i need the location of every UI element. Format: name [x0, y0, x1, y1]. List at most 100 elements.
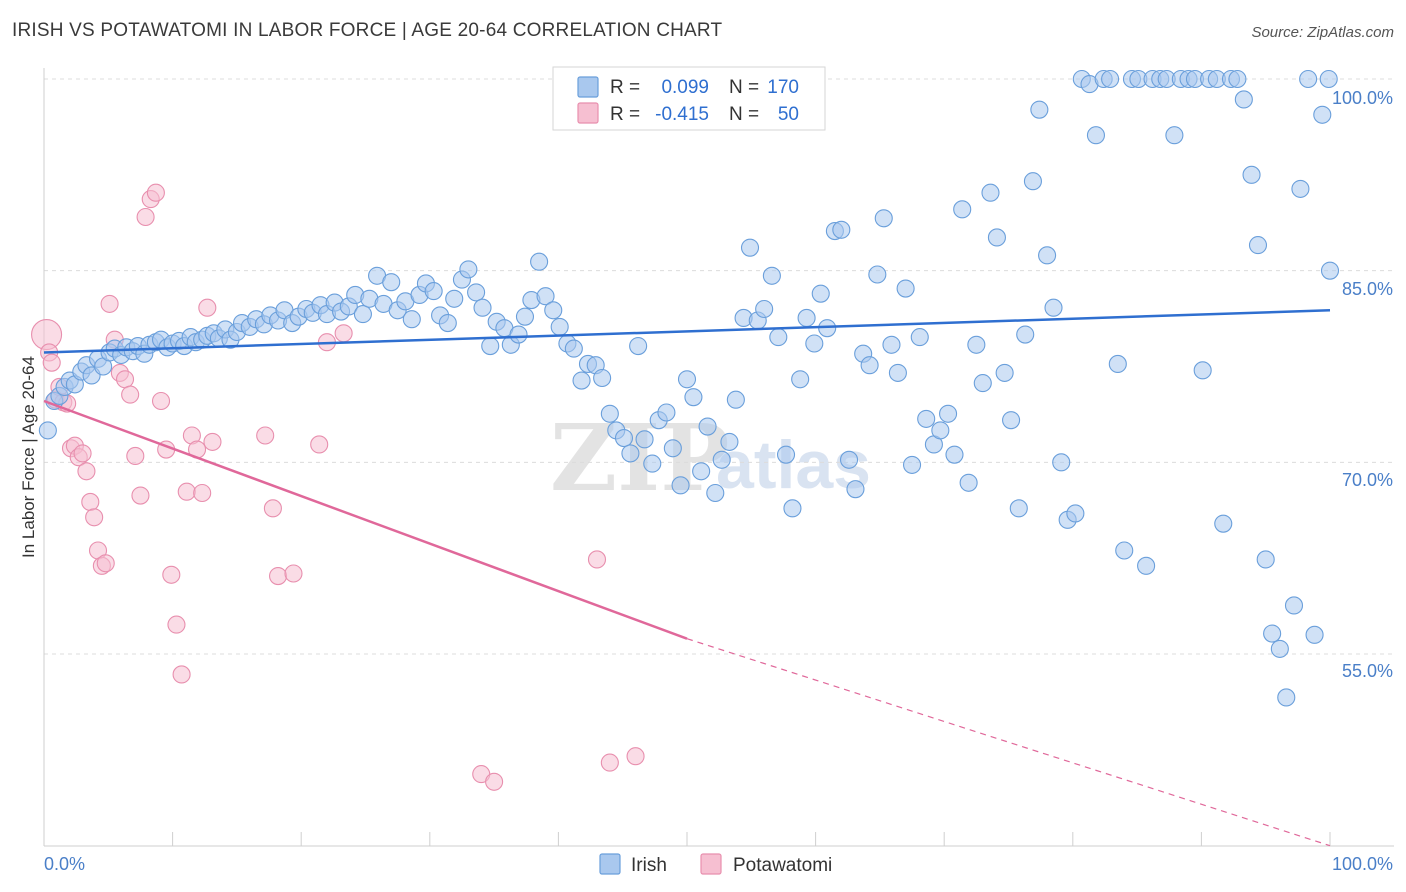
irish-point — [769, 328, 788, 347]
irish-point — [677, 370, 697, 389]
legend-n-label-irish: N = — [729, 77, 759, 98]
irish-point — [1009, 499, 1028, 518]
irish-point — [382, 273, 401, 292]
trend-lines — [43, 309, 1331, 847]
irish-point — [846, 480, 865, 499]
irish-point — [740, 238, 760, 257]
irish-point — [1228, 69, 1247, 89]
irish-point — [536, 287, 555, 306]
irish-point — [643, 454, 662, 473]
irish-point — [995, 363, 1014, 382]
irish-point — [776, 445, 796, 464]
irish-point — [1023, 172, 1042, 191]
irish-point — [811, 284, 830, 303]
irish-point — [959, 473, 978, 492]
irish-point — [755, 299, 774, 319]
potawatomi-trend-extension — [686, 638, 1331, 847]
irish-point — [791, 370, 810, 389]
potawatomi-point — [256, 426, 275, 445]
irish-trend-line — [43, 309, 1331, 354]
irish-point — [593, 368, 612, 388]
irish-point — [684, 388, 703, 407]
potawatomi-point — [136, 207, 155, 227]
potawatomi-point — [126, 446, 145, 465]
irish-point — [1038, 246, 1057, 265]
irish-point — [1108, 354, 1127, 373]
potawatomi-point — [167, 615, 186, 634]
irish-point — [902, 455, 922, 474]
irish-point — [515, 307, 535, 326]
potawatomi-point — [177, 482, 196, 501]
y-tick-label-55: 55.0% — [1342, 661, 1393, 681]
irish-point — [1305, 625, 1324, 644]
irish-point — [882, 335, 901, 354]
irish-point — [860, 356, 879, 375]
legend-r-value-irish: 0.099 — [661, 77, 709, 98]
irish-point — [544, 301, 563, 320]
legend-n-label-potawatomi: N = — [729, 104, 759, 125]
y-tick-label-70: 70.0% — [1342, 470, 1393, 490]
irish-point — [459, 260, 478, 279]
irish-point — [1066, 504, 1085, 523]
potawatomi-point — [310, 435, 329, 454]
irish-point — [1214, 514, 1233, 533]
x-axis-ticks — [43, 832, 1331, 846]
irish-point — [973, 374, 992, 393]
x-tick-label-0: 0.0% — [44, 854, 85, 874]
irish-point — [805, 334, 824, 353]
irish-point — [931, 421, 950, 440]
irish-point — [481, 337, 500, 356]
irish-point — [1284, 596, 1304, 615]
bottom-legend-label-potawatomi: Potawatomi — [733, 855, 832, 876]
watermark-zip: ZIP — [550, 404, 729, 512]
irish-point — [467, 283, 486, 302]
potawatomi-point — [73, 444, 92, 463]
irish-point — [868, 265, 887, 284]
irish-point — [874, 209, 893, 228]
chart-title: IRISH VS POTAWATOMI IN LABOR FORCE | AGE… — [12, 20, 723, 41]
irish-point — [797, 308, 816, 327]
irish-point — [706, 483, 725, 503]
irish-point — [1320, 261, 1340, 280]
potawatomi-point — [485, 772, 504, 791]
source-label: Source: ZipAtlas.com — [1251, 24, 1394, 41]
potawatomi-point — [334, 324, 353, 343]
potawatomi-point — [146, 183, 165, 202]
irish-point — [1030, 100, 1049, 119]
irish-point — [1242, 165, 1261, 184]
irish-point — [572, 371, 591, 390]
irish-point — [550, 317, 569, 336]
irish-point — [967, 335, 986, 354]
irish-point — [424, 282, 443, 301]
potawatomi-point — [203, 432, 222, 451]
potawatomi-point — [193, 483, 212, 503]
irish-point — [1016, 325, 1035, 344]
potawatomi-point — [85, 508, 104, 527]
y-tick-label-100: 100.0% — [1332, 88, 1393, 108]
irish-point — [1115, 541, 1134, 560]
irish-point — [783, 499, 802, 518]
potawatomi-point — [587, 550, 607, 569]
irish-point — [1277, 688, 1296, 707]
irish-point — [1002, 411, 1021, 430]
irish-point — [1256, 550, 1275, 569]
irish-point — [1044, 298, 1063, 317]
irish-point — [832, 220, 851, 239]
irish-point — [1270, 639, 1289, 658]
legend-n-value-irish: 170 — [767, 77, 799, 98]
legend: R = 0.099 N = 170 R = -0.415 N = 50 — [552, 66, 826, 131]
irish-point — [629, 337, 648, 356]
irish-point — [509, 325, 528, 344]
potawatomi-trend-line — [43, 399, 688, 640]
irish-point — [1319, 69, 1338, 89]
legend-r-value-potawatomi: -0.415 — [655, 104, 709, 125]
irish-point — [402, 310, 421, 329]
potawatomi-point — [81, 492, 100, 511]
irish-point — [1263, 624, 1282, 643]
potawatomi-point — [42, 353, 61, 372]
irish-point — [1193, 361, 1212, 380]
potawatomi-point — [121, 385, 140, 404]
irish-point — [1299, 69, 1318, 89]
irish-point — [839, 450, 859, 469]
legend-r-label-potawatomi: R = — [610, 104, 640, 125]
